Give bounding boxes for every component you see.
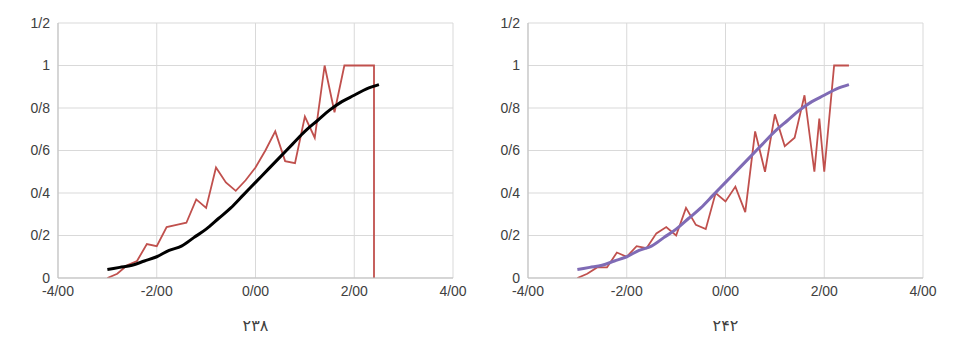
svg-text:0/4: 0/4	[501, 185, 521, 201]
svg-text:1/2: 1/2	[31, 15, 51, 31]
svg-text:0/6: 0/6	[31, 142, 51, 158]
svg-text:-2/00: -2/00	[141, 283, 173, 299]
svg-text:1/2: 1/2	[501, 15, 521, 31]
svg-text:0/6: 0/6	[501, 142, 521, 158]
svg-text:0/8: 0/8	[501, 100, 521, 116]
svg-text:-2/00: -2/00	[611, 283, 643, 299]
svg-text:0/8: 0/8	[31, 100, 51, 116]
svg-text:0/00: 0/00	[712, 283, 739, 299]
svg-text:2/00: 2/00	[811, 283, 838, 299]
svg-text:1: 1	[512, 57, 520, 73]
svg-text:-4/00: -4/00	[42, 282, 74, 299]
svg-text:0: 0	[42, 270, 50, 286]
svg-text:۲۴۲: ۲۴۲	[713, 316, 739, 335]
svg-text:1: 1	[42, 57, 50, 73]
svg-text:4/00: 4/00	[439, 283, 466, 299]
svg-text:0/2: 0/2	[501, 227, 521, 243]
svg-text:0: 0	[512, 270, 520, 286]
svg-text:-4/00: -4/00	[512, 282, 544, 299]
svg-text:0/00: 0/00	[242, 283, 269, 299]
svg-text:0/4: 0/4	[31, 185, 51, 201]
svg-text:4/00: 4/00	[909, 283, 936, 299]
svg-text:۲۳۸: ۲۳۸	[243, 316, 269, 335]
svg-text:0/2: 0/2	[31, 227, 51, 243]
svg-text:2/00: 2/00	[341, 283, 368, 299]
